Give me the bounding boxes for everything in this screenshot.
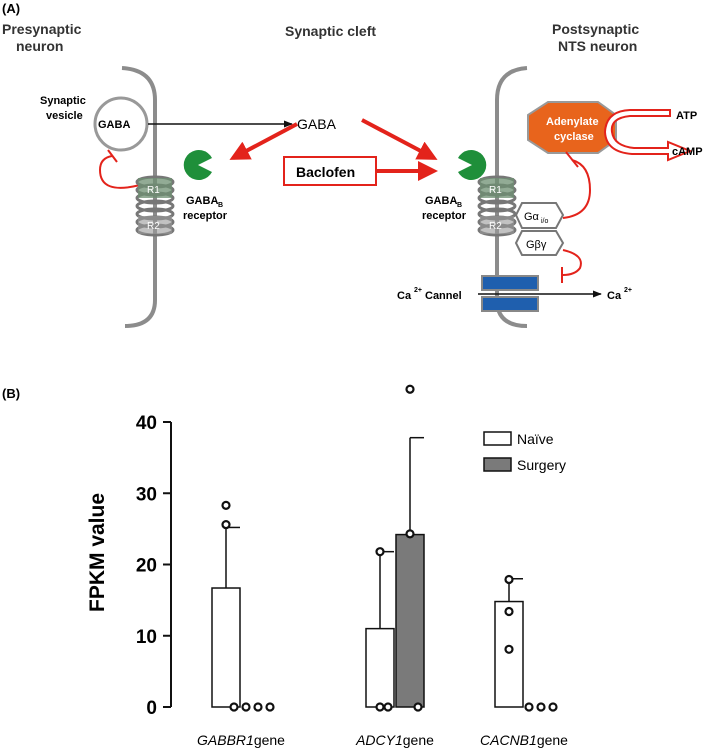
postsynaptic-r2-label: R2 [489,221,502,232]
x-tick-label: ADCY1gene [355,732,434,748]
gaba-to-post-arrow [361,118,438,160]
data-point [504,574,514,585]
panel-b-label: (B) [2,386,20,401]
postsynaptic-r1-box [480,178,514,198]
presynaptic-receptor-label-line2: receptor [183,210,228,222]
postsynaptic-gaba-b-receptor [458,150,487,180]
camp-label: cAMP [672,146,703,158]
atp-label: ATP [676,110,697,122]
atp-camp-arrow [603,109,693,162]
baclofen-label: Baclofen [296,164,355,180]
error-bars [225,436,523,629]
y-tick-label: 30 [136,484,157,505]
y-tick-label: 20 [136,556,157,577]
data-point [253,702,263,712]
ca-in-label: Ca [397,290,412,302]
adenylate-label-line2: cyclase [554,131,594,143]
y-tick-label: 10 [136,627,157,648]
data-point [504,606,514,617]
data-point [405,384,415,394]
postsynaptic-receptor-label-line2: receptor [422,210,467,222]
ca-channel-top [481,275,539,291]
inhibition-bar-cyclase [565,151,579,168]
presynaptic-title: Presynaptic [2,21,82,37]
x-axis-labels: GABBR1gene ADCY1gene CACNB1gene [197,732,568,748]
bar-series [211,533,524,708]
ca-in-superscript: 2+ [414,287,422,294]
g-beta-gamma-protein [514,230,565,256]
synaptic-cleft-title: Synaptic cleft [285,23,376,39]
presynaptic-r1-box [138,178,172,198]
g-beta-gamma-label: Gβγ [526,239,547,251]
legend-swatch [483,457,512,472]
panel-b: (B) FPKM value 0 10 20 30 40 GABBR1gene ADCY1… [2,384,568,748]
data-point [548,702,558,712]
g-alpha-protein [514,202,565,229]
ca-out-label: Ca [607,290,622,302]
presynaptic-title-line2: neuron [16,38,63,54]
vesicle-gaba-label: GABA [98,119,130,131]
data-point [383,702,393,712]
presynaptic-receptor-label: GABA [186,195,218,207]
presynaptic-receptor-subscript: B [218,202,223,209]
postsynaptic-receptor-subscript: B [457,202,462,209]
ca-out-superscript: 2+ [624,287,632,294]
x-tick-label: GABBR1gene [197,732,285,748]
postsynaptic-title-line2: NTS neuron [558,38,637,54]
bar [395,533,425,708]
adenylate-label: Adenylate [546,116,599,128]
data-point [536,702,546,712]
postsynaptic-receptor-label: GABA [425,195,457,207]
bar [494,600,524,708]
x-tick-label: CACNB1gene [480,732,568,748]
baclofen-box [283,156,377,186]
synaptic-vesicle [93,96,149,152]
g-alpha-label: Gα [524,211,540,223]
data-point [504,644,514,654]
panel-a-label: (A) [2,1,20,16]
postsynaptic-r1-label: R1 [489,185,502,196]
data-point [229,702,239,712]
gaba-center-label: GABA [297,116,337,132]
g-alpha-inhibition-line [562,159,592,219]
data-point [241,702,251,712]
bar [365,627,395,708]
legend-label: Naïve [517,431,554,447]
data-points [221,384,558,712]
vesicle-label: Synaptic [40,95,86,107]
legend-swatch [483,431,512,446]
data-point [221,519,231,530]
vesicle-label-line2: vesicle [46,110,83,122]
presynaptic-inhibition-line [98,155,141,189]
presynaptic-gaba-b-receptor [183,149,212,180]
ca-channel-label: Cannel [425,290,462,302]
ca-channel-bottom [481,296,539,312]
data-point [524,702,534,712]
g-beta-inhibition-line [562,249,582,276]
g-alpha-subscript: i/o [541,218,549,225]
presynaptic-r1-label: R1 [147,185,160,196]
data-point [375,702,385,712]
data-point [221,500,231,510]
presynaptic-r2-box [138,216,172,234]
y-tick-label: 0 [146,698,157,719]
postsynaptic-r2-box [480,216,514,234]
presynaptic-r2-label: R2 [147,221,160,232]
data-point [413,702,423,712]
bar [211,587,241,708]
postsynaptic-title: Postsynaptic [552,21,639,37]
y-axis-title: FPKM value [86,493,109,612]
data-point [405,529,415,539]
inhibition-bar-pre [107,149,118,163]
data-point [375,547,385,557]
panel-a: (A) Presynaptic neuron Synaptic cleft Po… [2,1,703,328]
legend: Naïve Surgery [483,431,566,473]
gaba-to-pre-arrow [229,122,298,160]
y-axis-ticks: 0 10 20 30 40 [136,413,171,719]
data-point [265,702,275,712]
legend-label: Surgery [517,457,566,473]
y-tick-label: 40 [136,413,157,434]
